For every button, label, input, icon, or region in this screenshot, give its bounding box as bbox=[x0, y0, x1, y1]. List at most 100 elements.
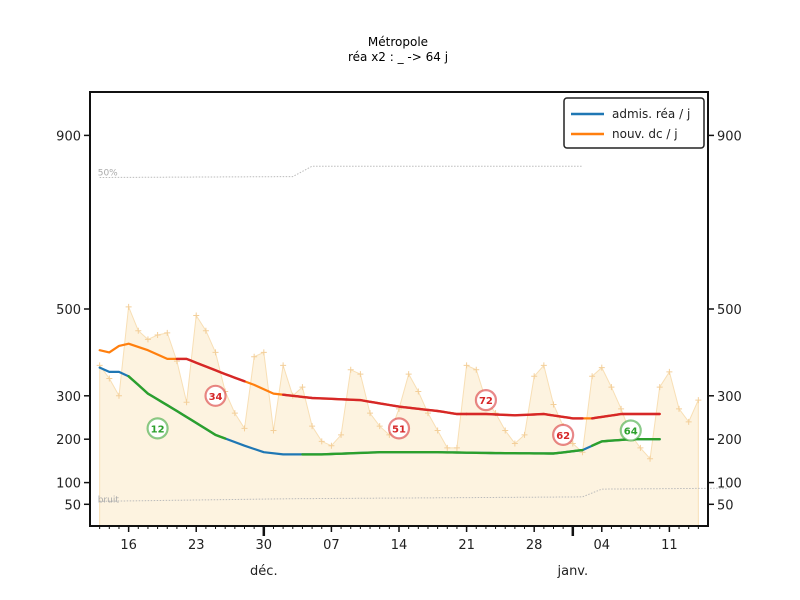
noise-point bbox=[647, 455, 654, 462]
noise-point bbox=[154, 332, 161, 339]
x-tick-label-0: 16 bbox=[120, 538, 137, 553]
noise-point bbox=[376, 423, 383, 430]
threshold-high-label: 50% bbox=[98, 168, 118, 178]
noise-point bbox=[685, 418, 692, 425]
month-label-1: janv. bbox=[556, 564, 588, 579]
x-tick-label-4: 14 bbox=[391, 538, 408, 553]
bubble-label-4: 62 bbox=[556, 431, 570, 442]
y-tick-label-right-2: 200 bbox=[717, 433, 742, 448]
y-tick-label-right-5: 900 bbox=[717, 129, 742, 144]
noise-point bbox=[569, 440, 576, 447]
bubble-label-1: 12 bbox=[151, 424, 165, 435]
bubble-5 bbox=[619, 419, 642, 442]
noise-point bbox=[367, 410, 374, 417]
noise-point bbox=[608, 384, 615, 391]
highlight-segment-3 bbox=[281, 393, 468, 416]
bubbles: 34 12 51 72 62 64 bbox=[146, 384, 642, 446]
legend: admis. réa / j nouv. dc / j bbox=[563, 97, 705, 149]
noise-point bbox=[656, 384, 663, 391]
legend-box bbox=[563, 97, 705, 149]
noise-point bbox=[299, 384, 306, 391]
bubble-4 bbox=[552, 423, 575, 446]
noise-point bbox=[502, 427, 509, 434]
legend-entry-0: admis. réa / j bbox=[612, 107, 690, 121]
month-label-0: déc. bbox=[250, 564, 278, 579]
noise-point bbox=[193, 312, 200, 319]
noise-point bbox=[106, 375, 113, 382]
noise-point bbox=[434, 427, 441, 434]
highlight-segment-4 bbox=[465, 412, 584, 420]
noise-point bbox=[511, 440, 518, 447]
threshold-low-label: bruit bbox=[98, 495, 120, 505]
noise-point bbox=[309, 423, 316, 430]
highlight-segment-0 bbox=[127, 375, 227, 440]
y-tick-label-right-1: 100 bbox=[717, 477, 742, 492]
bubble-label-3: 72 bbox=[479, 396, 493, 407]
x-tick-label-1: 23 bbox=[188, 538, 205, 553]
noise-point bbox=[637, 444, 644, 451]
highlight-segment-1 bbox=[175, 357, 246, 383]
noise-point bbox=[318, 438, 325, 445]
noise-point bbox=[424, 410, 431, 417]
noise-point bbox=[473, 366, 480, 373]
y-tick-label-left-0: 50 bbox=[64, 498, 81, 513]
noise-point bbox=[676, 405, 683, 412]
bubble-label-2: 51 bbox=[392, 424, 406, 435]
noise-point bbox=[241, 425, 248, 432]
noise-point bbox=[589, 373, 596, 380]
bubble-label-0: 34 bbox=[209, 392, 223, 403]
y-tick-label-right-4: 500 bbox=[717, 303, 742, 318]
noise-point bbox=[540, 362, 547, 369]
noise-point bbox=[135, 327, 142, 334]
x-tick-label-6: 28 bbox=[526, 538, 543, 553]
x-tick-label-2: 30 bbox=[256, 538, 273, 553]
bubble-label-5: 64 bbox=[624, 427, 638, 438]
noise-point bbox=[251, 353, 258, 360]
highlight-segment-2 bbox=[301, 448, 584, 456]
y-tick-label-right-3: 300 bbox=[717, 390, 742, 405]
x-tick-label-7: 04 bbox=[594, 538, 611, 553]
x-tick-label-8: 11 bbox=[661, 538, 678, 553]
bubble-3 bbox=[474, 389, 498, 412]
y-tick-label-left-3: 300 bbox=[56, 390, 81, 405]
bubble-0 bbox=[204, 384, 227, 407]
noise-point bbox=[415, 388, 422, 395]
noise-area-fill bbox=[99, 306, 699, 527]
y-tick-label-left-4: 500 bbox=[56, 303, 81, 318]
noise-point bbox=[444, 444, 451, 451]
noise-point bbox=[270, 427, 277, 434]
noise-point bbox=[183, 399, 190, 406]
chart-title: Métropole réa x2 : _ -> 64 j bbox=[348, 35, 448, 64]
noise-point bbox=[280, 362, 287, 369]
noise-point bbox=[144, 336, 151, 343]
noise-point bbox=[618, 405, 625, 412]
y-tick-label-left-1: 100 bbox=[56, 477, 81, 492]
legend-entry-1: nouv. dc / j bbox=[612, 127, 678, 141]
bubble-2 bbox=[387, 417, 411, 440]
noise-point bbox=[231, 410, 238, 417]
noise-point bbox=[202, 327, 209, 334]
noise-point bbox=[357, 371, 364, 378]
x-tick-label-3: 07 bbox=[323, 538, 340, 553]
noise-point bbox=[164, 329, 171, 336]
noise-point bbox=[531, 373, 538, 380]
noise-point bbox=[260, 349, 267, 356]
noise-point bbox=[521, 431, 528, 438]
noise-point bbox=[347, 366, 354, 373]
y-tick-label-left-2: 200 bbox=[56, 433, 81, 448]
noise-point bbox=[666, 368, 673, 375]
bubble-1 bbox=[146, 417, 169, 440]
thresholds: 50% bruit bbox=[98, 165, 728, 505]
y-tick-label-left-5: 900 bbox=[56, 129, 81, 144]
noise-point bbox=[405, 371, 412, 378]
threshold-high-line bbox=[99, 165, 583, 178]
y-tick-label-right-0: 50 bbox=[717, 498, 734, 513]
series-lines bbox=[98, 342, 661, 456]
highlight-segment-6 bbox=[590, 412, 661, 420]
axes: 50 50 100 100 200 200 300 300 500 500 900 900 16 23 30… bbox=[56, 91, 742, 579]
noise-point bbox=[453, 444, 460, 451]
x-tick-label-5: 21 bbox=[458, 538, 475, 553]
noise-point bbox=[463, 362, 470, 369]
chart-title-text: Métropole bbox=[368, 35, 428, 49]
